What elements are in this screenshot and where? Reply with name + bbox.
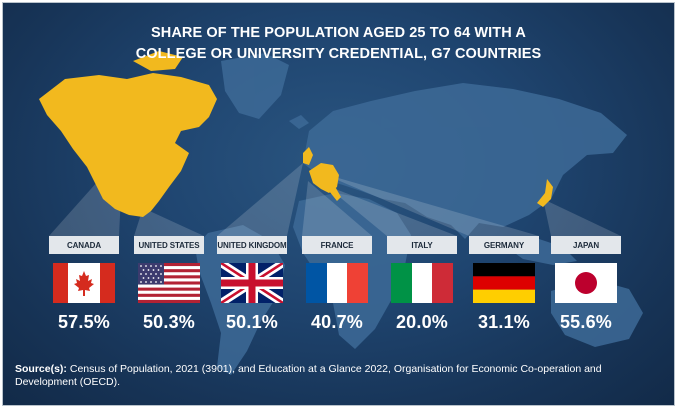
canada-arctic-islands-highlight xyxy=(133,51,183,71)
value-label: 20.0% xyxy=(395,312,449,332)
beam-japan xyxy=(543,199,621,236)
value-label: 57.5% xyxy=(57,312,111,332)
world-map xyxy=(39,51,643,375)
country-column-italy: ITALY 20.0% xyxy=(387,236,457,332)
value-label: 50.1% xyxy=(225,312,279,332)
chart-title-line-2: COLLEGE OR UNIVERSITY CREDENTIAL, G7 COU… xyxy=(135,46,542,62)
germany-flag-icon xyxy=(473,263,535,303)
value-label: 40.7% xyxy=(310,312,364,332)
italy-highlight xyxy=(327,181,341,201)
uk-flag-icon xyxy=(221,263,283,303)
country-label: GERMANY xyxy=(469,236,539,254)
beam-france xyxy=(302,181,372,236)
source-label: Source(s): xyxy=(15,363,67,375)
value-label: 55.6% xyxy=(559,312,613,332)
value-label: 31.1% xyxy=(477,312,531,332)
country-column-united-states: UNITED STATES 50.3% xyxy=(134,236,204,332)
japan-flag-icon xyxy=(555,263,617,303)
usa-flag-icon xyxy=(138,263,200,303)
country-column-canada: CANADA 57.5% xyxy=(49,236,119,332)
beam-germany xyxy=(321,173,539,236)
country-label: CANADA xyxy=(49,236,119,254)
greenland-landmass xyxy=(221,53,289,119)
value-label: 50.3% xyxy=(142,312,196,332)
united-kingdom-highlight xyxy=(303,147,313,165)
italy-flag-icon xyxy=(391,263,453,303)
country-label: ITALY xyxy=(387,236,457,254)
chart-title-line-1: SHARE OF THE POPULATION AGED 25 TO 64 WI… xyxy=(151,25,526,41)
country-label: JAPAN xyxy=(551,236,621,254)
iceland-landmass xyxy=(289,115,309,129)
country-column-france: FRANCE 40.7% xyxy=(302,236,372,332)
beam-united-states xyxy=(134,208,204,236)
source-note: Source(s): Census of Population, 2021 (3… xyxy=(15,363,665,389)
country-label: UNITED STATES xyxy=(134,236,204,254)
france-flag-icon xyxy=(306,263,368,303)
country-label: FRANCE xyxy=(302,236,372,254)
chart-title: SHARE OF THE POPULATION AGED 25 TO 64 WI… xyxy=(3,23,674,65)
country-column-japan: JAPAN 55.6% xyxy=(551,236,621,332)
japan-highlight xyxy=(537,179,553,207)
country-label: UNITED KINGDOM xyxy=(217,236,287,254)
country-column-germany: GERMANY 31.1% xyxy=(469,236,539,332)
beam-italy xyxy=(325,185,457,236)
north-america-highlight xyxy=(39,73,217,217)
beam-united-kingdom xyxy=(217,163,303,236)
source-text: Census of Population, 2021 (3901), and E… xyxy=(15,363,602,388)
country-column-united-kingdom: UNITED KINGDOM 50.1% xyxy=(217,236,287,332)
canada-flag-icon xyxy=(53,263,115,303)
